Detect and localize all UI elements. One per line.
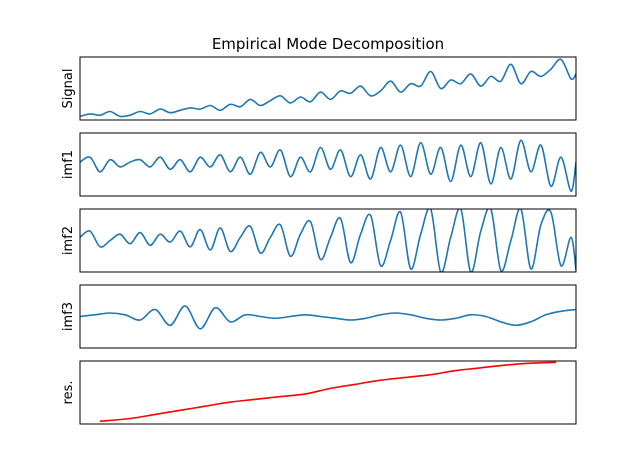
axes-frame-imf3 [79, 284, 577, 349]
ylabel-signal: Signal [61, 69, 76, 109]
panel-res: res. [61, 360, 577, 425]
chart-title: Empirical Mode Decomposition [212, 35, 444, 53]
series-line-res [99, 361, 557, 423]
ylabel-imf1: imf1 [61, 150, 76, 179]
panel-signal: Signal [61, 56, 577, 121]
series-line-imf2 [80, 209, 576, 272]
panel-imf3: imf3 [61, 284, 577, 349]
axes-frame-imf1 [79, 132, 577, 197]
series-line-signal [80, 58, 576, 118]
panel-imf2: imf2 [61, 208, 577, 273]
axes-frame-imf2 [79, 208, 577, 273]
panels: Signal imf1 imf2 imf3 res. [61, 56, 577, 425]
axes-frame-signal [79, 56, 577, 121]
ylabel-res: res. [61, 381, 76, 405]
series-line-imf1 [80, 139, 576, 193]
series-line-imf3 [80, 305, 576, 330]
ylabel-imf2: imf2 [61, 226, 76, 255]
ylabel-imf3: imf3 [61, 302, 76, 331]
axes-frame-res [79, 360, 577, 425]
panel-imf1: imf1 [61, 132, 577, 197]
